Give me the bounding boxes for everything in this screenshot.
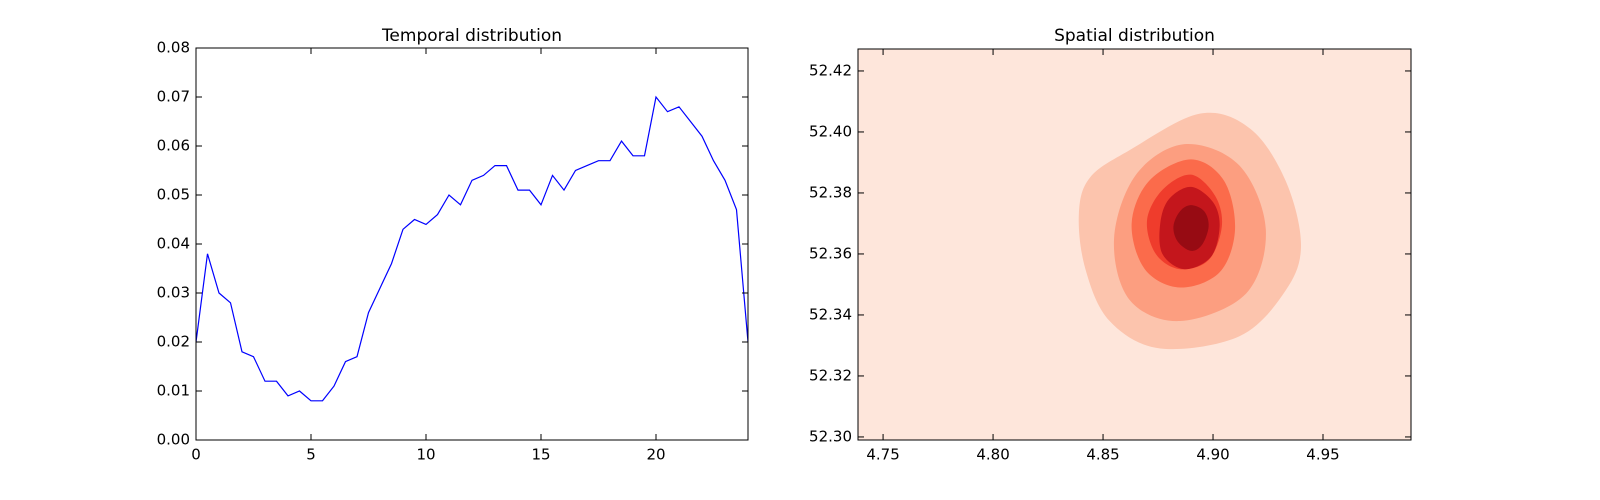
- y-tick-label: 52.38: [809, 183, 852, 201]
- x-tick-label: 4.95: [1306, 446, 1339, 464]
- x-tick-label: 4.90: [1196, 446, 1229, 464]
- y-tick-label: 0.06: [157, 137, 190, 155]
- plot-area: [196, 95, 748, 402]
- y-tick-label: 0.00: [157, 431, 190, 449]
- y-tick-label: 52.42: [809, 61, 852, 79]
- x-tick-label: 4.80: [976, 446, 1009, 464]
- plot-area: [858, 49, 1411, 440]
- y-tick-label: 52.36: [809, 244, 852, 262]
- y-tick-label: 0.05: [157, 186, 190, 204]
- x-tick-label: 4.85: [1086, 446, 1119, 464]
- y-tick-label: 0.07: [157, 88, 190, 106]
- y-tick-label: 0.02: [157, 333, 190, 351]
- x-tick-label: 0: [191, 446, 201, 464]
- y-tick-label: 0.03: [157, 284, 190, 302]
- x-tick-label: 20: [646, 446, 665, 464]
- chart-title: Spatial distribution: [1054, 26, 1215, 46]
- y-tick-label: 52.32: [809, 366, 852, 384]
- x-tick-label: 15: [531, 446, 550, 464]
- contour-level: [1173, 205, 1209, 251]
- y-tick-label: 0.01: [157, 382, 190, 400]
- chart-title: Temporal distribution: [381, 26, 562, 46]
- y-tick-label: 52.30: [809, 427, 852, 445]
- line-series: [196, 95, 748, 402]
- y-tick-label: 52.40: [809, 122, 852, 140]
- y-tick-label: 0.08: [157, 39, 190, 57]
- plot-frame: [857, 48, 1412, 441]
- x-tick-label: 4.75: [866, 446, 899, 464]
- y-tick-label: 0.04: [157, 235, 190, 253]
- plot-frame: [195, 47, 749, 441]
- x-tick-label: 5: [306, 446, 316, 464]
- x-tick-label: 10: [416, 446, 435, 464]
- y-tick-label: 52.34: [809, 305, 852, 323]
